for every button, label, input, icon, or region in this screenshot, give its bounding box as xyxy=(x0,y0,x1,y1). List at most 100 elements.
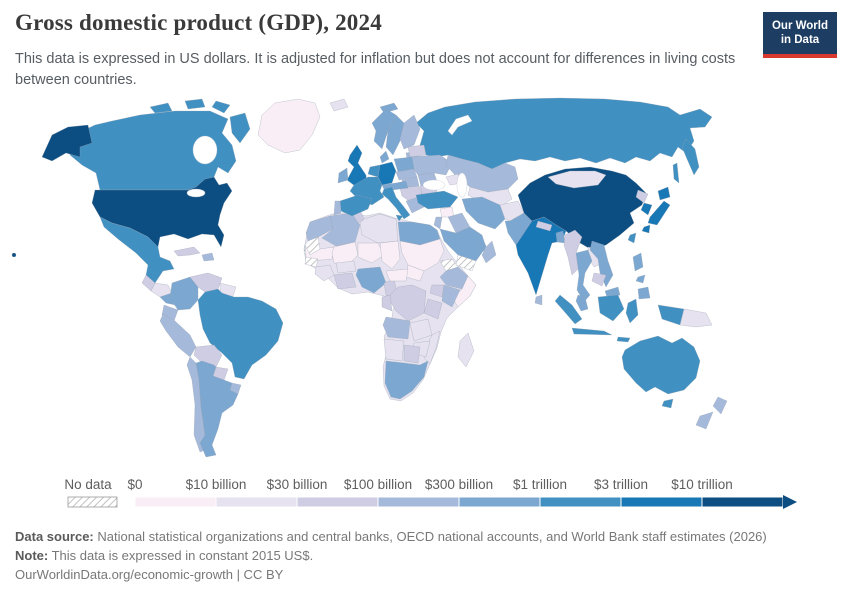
country-thailand[interactable] xyxy=(575,249,593,303)
owid-logo[interactable]: Our World in Data xyxy=(763,12,837,58)
country-guinea[interactable] xyxy=(314,264,335,282)
country-sweden[interactable] xyxy=(385,114,405,156)
country-portugal[interactable] xyxy=(333,200,342,216)
country-burkina-faso[interactable] xyxy=(335,260,357,274)
country-tanzania[interactable] xyxy=(423,298,443,320)
legend-bin-swatch[interactable] xyxy=(215,496,298,508)
country-namibia[interactable] xyxy=(383,338,405,362)
country-uganda[interactable] xyxy=(429,284,445,298)
country-spain[interactable] xyxy=(339,194,373,217)
world-map xyxy=(0,95,850,465)
country-new-zealand[interactable] xyxy=(695,396,728,430)
novaya-zemlya xyxy=(447,114,473,136)
country-japan[interactable] xyxy=(641,186,671,234)
country-brazil[interactable] xyxy=(197,288,284,380)
country-south-africa[interactable] xyxy=(384,360,429,400)
country-angola[interactable] xyxy=(382,316,411,340)
country-norway[interactable] xyxy=(371,108,397,150)
country-argentina[interactable] xyxy=(195,360,239,458)
legend-tick-label: $3 trillion xyxy=(593,477,649,492)
country-ireland[interactable] xyxy=(337,167,349,184)
data-source-label: Data source: xyxy=(15,529,94,544)
country-gabon-congo[interactable] xyxy=(381,294,393,312)
legend-arrow xyxy=(783,495,797,509)
black-sea xyxy=(422,179,446,191)
country-papua-new-guinea[interactable] xyxy=(679,308,713,328)
country-cambodia[interactable] xyxy=(591,272,607,287)
legend-bin-swatch[interactable] xyxy=(701,496,784,508)
note-label: Note: xyxy=(15,548,49,563)
country-ukraine[interactable] xyxy=(409,154,453,176)
country-turkey[interactable] xyxy=(415,190,459,210)
legend-bin-swatch[interactable] xyxy=(296,496,379,508)
country-nepal[interactable] xyxy=(535,220,553,232)
country-peru[interactable] xyxy=(159,313,197,358)
legend-tick-label: $1 trillion xyxy=(512,477,568,492)
country-madagascar[interactable] xyxy=(457,332,475,368)
country-malaysia[interactable] xyxy=(575,286,621,312)
country-germany[interactable] xyxy=(377,161,397,186)
legend-tick-label: $300 billion xyxy=(424,477,494,492)
country-oman[interactable] xyxy=(481,240,497,264)
country-syria[interactable] xyxy=(439,206,455,218)
country-chad[interactable] xyxy=(379,240,401,270)
country-senegal-gambia[interactable] xyxy=(304,256,319,268)
caspian-sea xyxy=(456,172,468,198)
country-somalia[interactable] xyxy=(451,275,477,308)
country-south-korea[interactable] xyxy=(640,202,653,216)
legend-labels: No data $0 $10 billion $30 billion $100 … xyxy=(0,477,850,493)
legend-bin-swatch[interactable] xyxy=(458,496,541,508)
country-sudan[interactable] xyxy=(399,238,445,272)
country-australia[interactable] xyxy=(621,335,701,409)
data-source-text: National statistical organizations and c… xyxy=(93,529,767,544)
country-mongolia[interactable] xyxy=(547,170,607,189)
country-denmark[interactable] xyxy=(379,150,390,164)
country-botswana[interactable] xyxy=(403,344,421,364)
country-vietnam[interactable] xyxy=(589,240,614,288)
country-sri-lanka[interactable] xyxy=(534,294,543,306)
country-mexico[interactable] xyxy=(99,216,175,284)
legend-no-data-swatch[interactable] xyxy=(67,496,118,508)
great-lakes xyxy=(186,188,206,198)
country-ivory-coast-ghana[interactable] xyxy=(333,272,357,290)
country-belarus[interactable] xyxy=(407,144,427,158)
hudson-bay xyxy=(192,135,218,165)
country-philippines[interactable] xyxy=(632,252,651,300)
country-canada[interactable] xyxy=(69,98,251,191)
country-cuba[interactable] xyxy=(173,246,201,257)
country-uae[interactable] xyxy=(476,242,487,252)
legend-color-bar xyxy=(67,495,797,509)
chart-footer: Data source: National statistical organi… xyxy=(15,527,835,584)
country-hispaniola[interactable] xyxy=(201,252,215,262)
country-jordan-israel[interactable] xyxy=(433,216,443,230)
country-taiwan[interactable] xyxy=(627,232,637,244)
legend-bin-swatch[interactable] xyxy=(620,496,703,508)
country-iran[interactable] xyxy=(461,196,506,230)
legend-tick-label: $0 xyxy=(127,477,143,492)
legend-bin-swatch[interactable] xyxy=(134,496,217,508)
country-indonesia[interactable] xyxy=(554,294,685,343)
legend-tick-label: $10 billion xyxy=(185,477,247,492)
chart-subtitle: This data is expressed in US dollars. It… xyxy=(15,51,736,88)
legend-tick-label: $30 billion xyxy=(266,477,328,492)
legend-bin-swatch[interactable] xyxy=(539,496,622,508)
country-central-asia[interactable] xyxy=(467,186,513,208)
data-source-line: Data source: National statistical organi… xyxy=(15,527,835,546)
legend-bin-swatch[interactable] xyxy=(377,496,460,508)
country-yemen[interactable] xyxy=(455,254,477,272)
owid-link[interactable]: OurWorldinData.org/economic-growth | CC … xyxy=(15,567,284,582)
country-nigeria[interactable] xyxy=(355,266,387,294)
note-text: This data is expressed in constant 2015 … xyxy=(48,548,314,563)
owid-logo-line2: in Data xyxy=(780,34,820,47)
country-italy[interactable] xyxy=(381,186,411,222)
country-finland[interactable] xyxy=(399,114,421,150)
country-central-african-republic[interactable] xyxy=(385,268,409,282)
country-greenland[interactable] xyxy=(257,98,321,154)
country-iceland[interactable] xyxy=(329,98,349,112)
country-niger[interactable] xyxy=(357,242,385,264)
country-kenya[interactable] xyxy=(441,284,461,308)
legend-tick-label: $10 trillion xyxy=(671,477,733,492)
country-libya[interactable] xyxy=(359,213,399,244)
legend-tick-label: $100 billion xyxy=(343,477,413,492)
